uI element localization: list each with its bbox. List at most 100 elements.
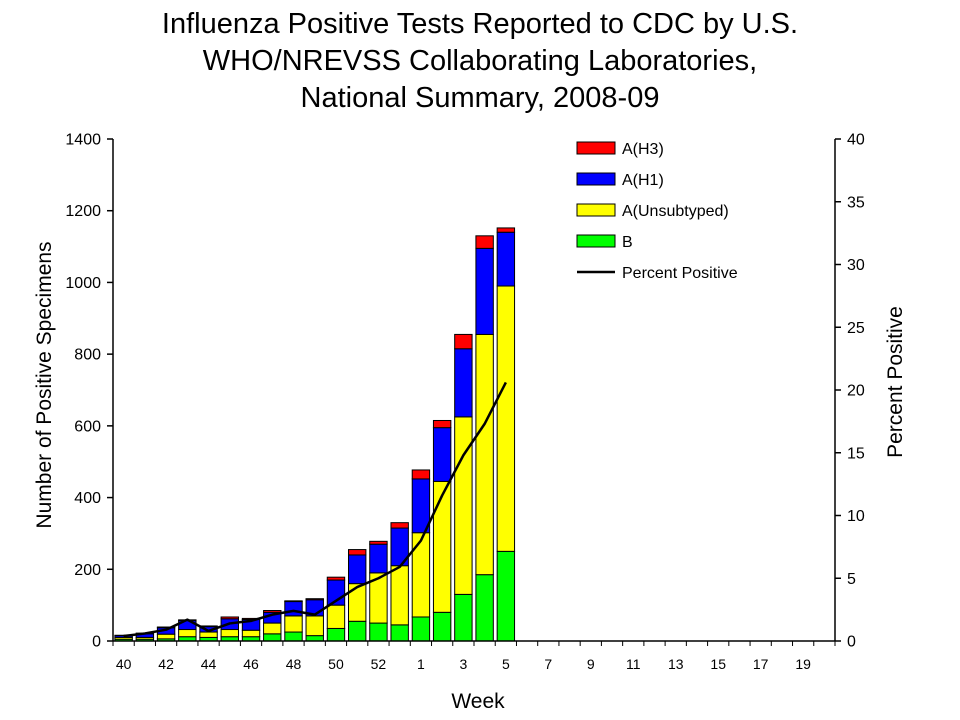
legend: A(H3) A(H1) A(Unsubtyped) B Percent Positive	[576, 141, 738, 282]
bar-segment-a-unsubtyped-week-1	[411, 532, 431, 618]
y2-tick-label-20: 20	[847, 383, 865, 400]
x-tick-label-3: 3	[459, 656, 467, 672]
bar-segment-a-unsubtyped-week-53	[390, 565, 409, 626]
bar-segment-a-unsubtyped-week-44	[199, 631, 218, 638]
bar-segment-b-week-48	[284, 631, 303, 642]
bar-segment-a-unsubtyped-week-43	[178, 629, 197, 638]
bar-segment-a-h1-week-52	[369, 543, 388, 574]
bar-segment-b-week-47	[263, 633, 282, 642]
x-tick-label-50: 50	[328, 656, 344, 672]
y2-tick-label-25: 25	[847, 320, 865, 337]
x-tick-label-5: 5	[502, 656, 510, 672]
legend-swatch-a-unsubtyped	[576, 203, 616, 217]
y-axis-title: Number of Positive Specimens	[33, 241, 56, 528]
x-tick-label-11: 11	[626, 656, 641, 672]
bar-segment-b-week-2	[432, 611, 452, 642]
bar-segment-b-week-50	[326, 627, 346, 642]
x-tick-label-42: 42	[158, 656, 174, 672]
y2-tick-label-40: 40	[847, 132, 865, 149]
bar-segment-a-h3-week-5	[496, 227, 516, 233]
x-tick-label-15: 15	[710, 656, 726, 672]
y2-axis-title: Percent Positive	[884, 306, 907, 458]
bar-segment-a-h3-week-45	[220, 616, 240, 620]
bar-segment-a-h3-week-53	[390, 522, 409, 529]
y2-tick-label-5: 5	[847, 571, 856, 588]
x-tick-label-46: 46	[243, 656, 259, 672]
x-tick-label-17: 17	[753, 656, 769, 672]
bar-segment-a-h1-week-4	[475, 247, 494, 335]
x-tick-label-48: 48	[286, 656, 302, 672]
bar-segment-a-h3-week-51	[347, 549, 367, 556]
bar-segment-a-h3-week-42	[156, 626, 176, 629]
bar-segment-a-unsubtyped-week-4	[475, 333, 494, 576]
x-tick-label-52: 52	[371, 656, 387, 672]
bar-segment-a-h3-week-1	[411, 469, 431, 480]
bar-segment-a-unsubtyped-week-42	[156, 633, 176, 640]
bar-segment-b-week-3	[454, 593, 473, 642]
legend-swatch-a-h3	[576, 141, 616, 155]
chart-title-line-3: National Summary, 2008-09	[300, 82, 660, 114]
legend-label-percent-positive: Percent Positive	[622, 265, 738, 282]
bar-segment-a-h1-week-51	[347, 554, 367, 585]
axes-layer: 0200400600800100012001400051015202530354…	[65, 132, 864, 673]
chart-title-line-2: WHO/NREVSS Collaborating Laboratories,	[202, 45, 758, 77]
bar-segment-b-week-5	[496, 550, 516, 642]
chart-title: Influenza Positive Tests Reported to CDC…	[0, 6, 960, 117]
bar-segment-b-week-53	[390, 624, 409, 642]
bar-segment-a-h1-week-5	[496, 231, 516, 287]
bar-segment-a-unsubtyped-week-45	[220, 629, 240, 638]
x-tick-label-9: 9	[587, 656, 595, 672]
legend-label-a-h3: A(H3)	[622, 141, 664, 158]
bar-segment-a-unsubtyped-week-46	[241, 629, 261, 638]
bar-segment-a-h1-week-2	[432, 427, 452, 482]
bar-segment-a-unsubtyped-week-50	[326, 604, 346, 629]
legend-swatch-a-h1	[576, 172, 616, 186]
bar-segment-a-h3-week-50	[326, 576, 346, 581]
y2-tick-label-10: 10	[847, 508, 865, 525]
x-tick-label-7: 7	[544, 656, 552, 672]
y-tick-label-1000: 1000	[65, 275, 101, 292]
bar-segment-a-h1-week-1	[411, 478, 431, 534]
legend-swatch-b	[576, 234, 616, 248]
bar-segment-b-week-1	[411, 616, 431, 642]
x-tick-label-1: 1	[417, 656, 425, 672]
bar-segment-a-unsubtyped-week-47	[263, 622, 282, 635]
x-tick-label-13: 13	[668, 656, 684, 672]
percent-positive-layer	[123, 381, 507, 638]
legend-label-b: B	[622, 234, 633, 251]
percent-positive-line	[123, 381, 507, 638]
y2-tick-label-0: 0	[847, 634, 856, 651]
bar-segment-b-week-49	[305, 635, 324, 642]
bar-segment-a-unsubtyped-week-51	[347, 583, 367, 622]
y2-tick-label-35: 35	[847, 194, 865, 211]
bar-segment-a-h1-week-48	[284, 601, 303, 617]
bar-segment-a-unsubtyped-week-5	[496, 285, 516, 552]
bar-segment-a-h3-week-3	[454, 333, 473, 350]
bar-segment-a-unsubtyped-week-3	[454, 416, 473, 595]
y-tick-label-1200: 1200	[65, 203, 101, 220]
bar-segment-a-h3-week-52	[369, 540, 388, 545]
x-tick-label-40: 40	[116, 656, 132, 672]
x-tick-label-44: 44	[201, 656, 217, 672]
chart-title-line-1: Influenza Positive Tests Reported to CDC…	[161, 8, 799, 40]
y-tick-label-400: 400	[74, 490, 101, 507]
bar-segment-b-week-51	[347, 620, 367, 642]
y2-tick-label-15: 15	[847, 445, 865, 462]
bar-segment-b-week-52	[369, 622, 388, 642]
bar-segment-a-unsubtyped-week-2	[432, 480, 452, 613]
bar-segment-a-h1-week-3	[454, 348, 473, 418]
bar-segment-a-h3-week-48	[284, 600, 303, 603]
bar-segment-a-unsubtyped-week-48	[284, 615, 303, 633]
y-tick-label-200: 200	[74, 562, 101, 579]
x-tick-label-19: 19	[795, 656, 811, 672]
bar-segment-b-week-4	[475, 574, 494, 642]
bars-layer	[114, 227, 516, 642]
y-tick-label-0: 0	[92, 634, 101, 651]
legend-label-a-unsubtyped: A(Unsubtyped)	[622, 203, 729, 220]
bar-segment-a-h3-week-47	[263, 610, 282, 613]
bar-segment-a-h3-week-4	[475, 235, 494, 249]
bar-segment-a-h3-week-49	[305, 598, 324, 601]
bar-segment-a-unsubtyped-week-49	[305, 615, 324, 637]
y2-tick-label-30: 30	[847, 257, 865, 274]
